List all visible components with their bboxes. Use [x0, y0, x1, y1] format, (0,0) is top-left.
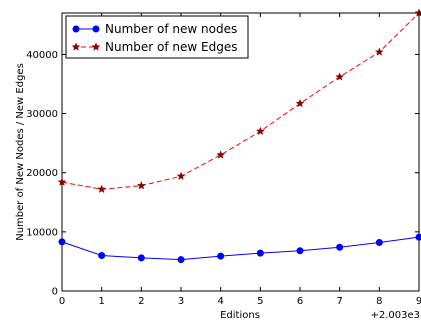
y-tick-label: 20000 — [26, 168, 58, 179]
data-point-1 — [57, 177, 67, 186]
legend-marker-0 — [72, 25, 80, 33]
legend: Number of new nodes Number of new Edges — [65, 15, 249, 59]
data-point-0 — [98, 252, 106, 260]
x-tick-label: 4 — [217, 296, 223, 307]
data-point-0 — [296, 247, 304, 255]
data-point-1 — [374, 47, 384, 56]
data-point-1 — [255, 126, 265, 136]
data-point-1 — [136, 181, 146, 190]
data-point-0 — [256, 249, 264, 257]
y-tick-label: 10000 — [26, 227, 58, 238]
data-point-1 — [216, 150, 226, 159]
data-point-0 — [177, 256, 185, 264]
x-tick-label: 1 — [98, 296, 104, 307]
y-tick-label: 40000 — [26, 50, 58, 61]
series-line-1 — [61, 12, 420, 190]
y-tick-label: 0 — [52, 287, 58, 298]
data-point-0 — [217, 252, 225, 260]
legend-marker-0 — [92, 25, 100, 33]
data-marks — [57, 8, 421, 264]
x-tick-label: 9 — [416, 296, 421, 307]
data-point-0 — [58, 238, 66, 246]
data-point-0 — [137, 254, 145, 262]
x-axis-label: Editions — [220, 310, 260, 321]
series-line-0 — [61, 236, 420, 261]
data-point-0 — [375, 238, 383, 246]
data-point-1 — [295, 98, 305, 108]
data-point-1 — [176, 171, 186, 181]
y-axis-label: Number of New Nodes / New Edges — [15, 63, 26, 241]
legend-box — [65, 15, 249, 59]
x-tick-label: 6 — [297, 296, 303, 307]
data-point-0 — [336, 243, 344, 251]
x-tick-label: 3 — [178, 296, 184, 307]
data-point-1 — [97, 184, 107, 194]
legend-label-0: Number of new nodes — [105, 22, 237, 36]
y-tick-label: 30000 — [26, 109, 58, 120]
legend-label-1: Number of new Edges — [105, 40, 237, 54]
x-offset-label: +2.003e3 — [370, 310, 420, 321]
data-point-1 — [335, 72, 345, 81]
data-point-0 — [415, 233, 421, 241]
x-tick-label: 2 — [138, 296, 144, 307]
x-tick-label: 0 — [59, 296, 65, 307]
axis-ticks: 0 1 2 3 4 5 6 7 8 9 0 10000 20000 30000 40000 — [26, 13, 421, 307]
x-tick-label: 8 — [376, 296, 382, 307]
x-tick-label: 5 — [257, 296, 263, 307]
x-tick-label: 7 — [336, 296, 342, 307]
legend-marker-1 — [91, 42, 101, 51]
legend-marker-1 — [71, 42, 81, 51]
